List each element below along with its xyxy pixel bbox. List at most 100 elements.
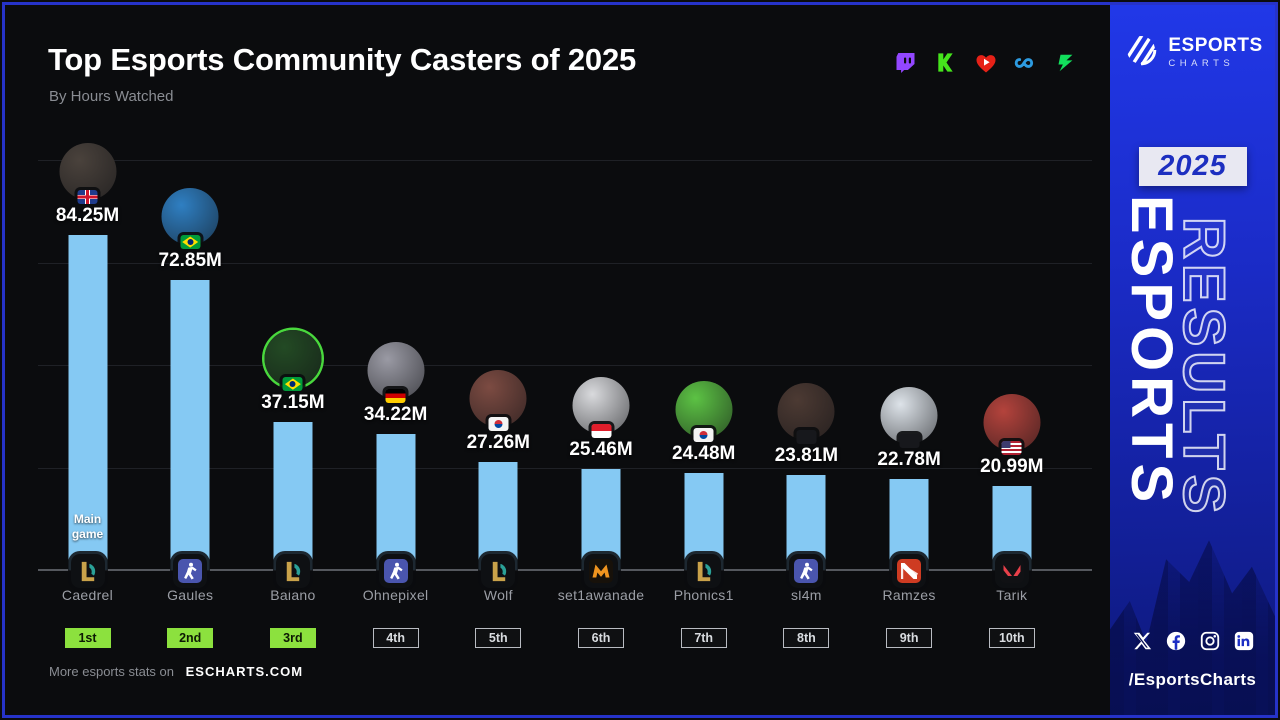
caster-name: Ramzes — [882, 587, 936, 603]
x-icon[interactable] — [1131, 630, 1153, 652]
social-icons — [1110, 630, 1275, 652]
caster-avatar — [469, 369, 527, 431]
vertical-text-esports: ESPORTS — [1119, 195, 1184, 508]
gridline — [38, 262, 1092, 264]
caster-avatar — [880, 387, 938, 449]
country-flag-kr — [488, 416, 509, 431]
caster-avatar — [264, 330, 322, 392]
caster-avatar — [161, 188, 219, 250]
brand-subname: CHARTS — [1168, 58, 1235, 69]
country-flag-xx — [899, 434, 920, 449]
linkedin-icon[interactable] — [1233, 630, 1255, 652]
value-label: 34.22M — [363, 403, 428, 425]
country-flag-kr — [693, 427, 714, 442]
game-icon-lol — [275, 554, 310, 588]
game-icon-lol — [686, 554, 721, 588]
game-icon-dota2 — [892, 554, 927, 588]
page-title: Top Esports Community Casters of 2025 — [48, 42, 637, 77]
brand-sidebar: ESPORTS CHARTS 2025 ESPORTS RESULTS /Esp… — [1110, 5, 1275, 715]
game-icon-valorant — [994, 554, 1029, 588]
year-badge: 2025 — [1138, 147, 1247, 186]
value-label: 24.48M — [672, 442, 736, 464]
bar — [376, 433, 416, 570]
gridline — [38, 160, 1092, 161]
caster-name: Ohnepixel — [362, 587, 429, 603]
country-flag-br — [282, 377, 303, 392]
caster-name: Baiano — [270, 587, 316, 603]
value-label: 72.85M — [158, 250, 222, 272]
country-flag-xx — [796, 430, 817, 445]
caster-name: Caedrel — [61, 587, 114, 603]
brand-logo: ESPORTS CHARTS — [1110, 31, 1275, 74]
heart-play-icon — [973, 50, 998, 75]
caster-name: Gaules — [167, 587, 214, 603]
game-icon-lol — [70, 554, 105, 588]
platform-icons — [893, 50, 1078, 75]
country-flag-de — [385, 388, 406, 403]
game-icon-cs2 — [789, 554, 824, 588]
country-flag-id — [591, 423, 611, 438]
caster-column: 20.99M Tarik 10th — [960, 140, 1064, 660]
gridline — [38, 467, 1092, 469]
caster-avatar — [777, 383, 835, 445]
rank-badge: 4th — [372, 628, 419, 648]
rank-badge: 9th — [886, 628, 933, 648]
caster-name: set1awanade — [557, 587, 645, 603]
rank-badge: 7th — [680, 628, 727, 648]
caster-name: Wolf — [483, 587, 513, 603]
instagram-icon[interactable] — [1199, 630, 1221, 652]
caster-name: sl4m — [791, 587, 822, 603]
rank-badge: 5th — [475, 628, 522, 648]
bar — [581, 468, 621, 570]
facebook-icon[interactable] — [1165, 630, 1187, 652]
country-flag-br — [180, 235, 201, 250]
bar — [170, 280, 210, 570]
esports-charts-logo-icon — [1122, 31, 1160, 74]
x-axis-line — [38, 569, 1092, 571]
escharts-link[interactable]: ESCHARTS.COM — [185, 664, 304, 679]
caster-avatar — [59, 142, 116, 204]
value-label: 84.25M — [55, 204, 120, 226]
year-label: 2025 — [1158, 150, 1227, 182]
game-icon-cs2 — [378, 554, 413, 588]
footer-text: More esports stats on — [49, 664, 174, 679]
caster-avatar — [983, 394, 1041, 456]
kick-icon — [933, 50, 958, 75]
chzzk-icon — [1053, 50, 1078, 75]
bar-chart: Main game 84.25M Caedrel 1st 72.85M Gaules 2nd 3… — [38, 140, 1092, 660]
country-flag-us — [1001, 441, 1022, 456]
caster-column: 24.48M Phonics1 7th — [652, 140, 756, 660]
rank-badge: 3rd — [269, 628, 316, 648]
caster-column: 37.15M Baiano 3rd — [241, 140, 345, 660]
gridline — [38, 365, 1092, 366]
brand-wordmark: ESPORTS CHARTS — [1168, 36, 1262, 69]
caster-name: Phonics1 — [673, 587, 734, 603]
soop-icon — [1013, 50, 1038, 75]
value-label: 25.46M — [569, 438, 633, 460]
rank-badge: 8th — [783, 628, 830, 648]
game-icon-mlbb — [584, 554, 618, 588]
caster-column: 22.78M Ramzes 9th — [857, 140, 961, 660]
caster-column: 25.46M set1awanade 6th — [549, 140, 653, 660]
social-handle[interactable]: /EsportsCharts — [1128, 670, 1257, 689]
value-label: 37.15M — [261, 392, 325, 414]
rank-badge: 6th — [578, 628, 624, 648]
value-label: 20.99M — [980, 456, 1044, 478]
footer: More esports stats on ESCHARTS.COM — [49, 664, 303, 679]
caster-column: 34.22M Ohnepixel 4th — [344, 140, 448, 660]
caster-avatar — [572, 376, 630, 438]
page-subtitle: By Hours Watched — [49, 88, 174, 105]
vertical-text-results: RESULTS — [1170, 216, 1237, 519]
brand-name: ESPORTS — [1168, 35, 1263, 56]
value-label: 22.78M — [877, 449, 941, 471]
game-icon-cs2 — [173, 554, 208, 588]
caster-column: 72.85M Gaules 2nd — [138, 140, 242, 660]
game-icon-lol — [481, 554, 516, 588]
caster-column: 23.81M sl4m 8th — [754, 140, 858, 660]
rank-badge: 10th — [988, 628, 1035, 648]
twitch-icon — [893, 50, 918, 75]
bar — [273, 422, 313, 570]
value-label: 27.26M — [466, 431, 530, 453]
caster-avatar — [675, 380, 733, 442]
